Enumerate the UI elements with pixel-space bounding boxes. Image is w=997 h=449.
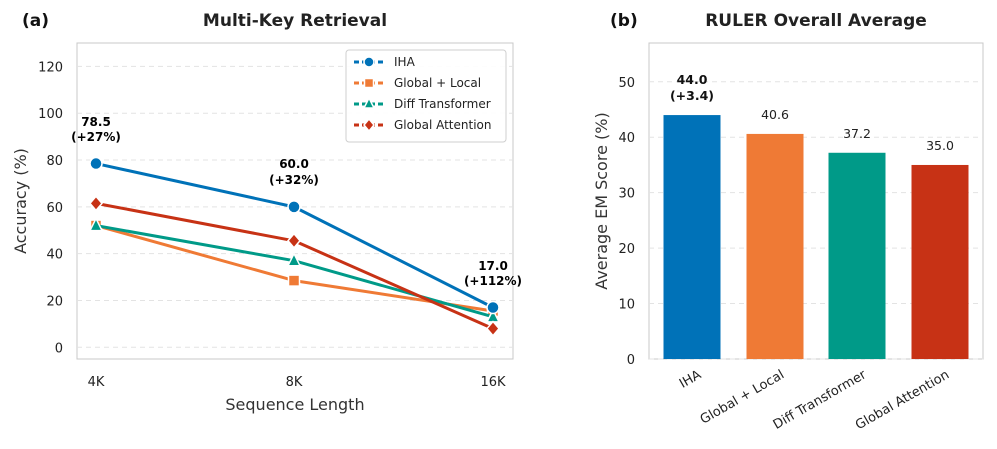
x-tick-label: Global Attention [853, 367, 952, 433]
y-tick-label: 80 [46, 154, 63, 169]
data-point [486, 300, 500, 315]
data-point [287, 232, 301, 249]
data-point [89, 156, 103, 171]
data-point [89, 195, 103, 212]
y-tick-label: 60 [46, 201, 63, 216]
bar [746, 133, 804, 359]
panel-label-b: (b) [610, 11, 638, 31]
y-tick-label: 40 [46, 248, 63, 263]
legend-box [345, 49, 507, 143]
x-tick-label: IHA [677, 367, 704, 391]
x-tick-label: 8K [286, 375, 303, 390]
data-point [287, 200, 301, 214]
y-tick-label: 100 [38, 107, 63, 122]
y-tick-label: 10 [618, 298, 635, 313]
bar-chart-bars [663, 115, 969, 359]
annotation-delta: (+112%) [464, 274, 522, 288]
bar-value-label: 37.2 [843, 126, 871, 141]
legend-marker [363, 56, 375, 68]
bar-chart-y-ticks: 0 10 20 30 40 50 [618, 76, 635, 368]
y-tick-label: 120 [38, 60, 63, 75]
data-point [287, 274, 301, 287]
data-point [286, 252, 302, 267]
panel-label-a: (a) [22, 11, 49, 31]
legend-marker [363, 117, 375, 133]
legend-label: Global + Local [394, 76, 481, 90]
bar-chart-title: RULER Overall Average [705, 11, 927, 31]
annotation-value: 78.5 [81, 115, 111, 129]
x-tick-label: 4K [88, 375, 105, 390]
legend-label: Diff Transformer [394, 97, 491, 111]
line-chart-title: Multi-Key Retrieval [203, 11, 387, 31]
line-chart-y-ticks: 0 20 40 60 80 100 120 [38, 60, 63, 356]
bar-value-label: 35.0 [926, 138, 954, 153]
y-tick-label: 40 [618, 131, 635, 146]
annotation-value: 60.0 [279, 157, 309, 171]
legend-label: IHA [394, 55, 416, 69]
line-chart-annotations: 78.5(+27%) 60.0 (+32%) 17.0(+112%) [71, 115, 522, 288]
y-tick-label: 20 [618, 242, 635, 257]
line-chart-legend: IHA Global + Local Diff Transformer Global … [345, 49, 507, 143]
bar [663, 115, 721, 359]
annotation-value: 17.0 [478, 259, 508, 273]
annotation-delta: (+27%) [71, 130, 121, 144]
annotation-delta: (+32%) [269, 173, 319, 187]
legend-label: Global Attention [394, 118, 491, 132]
y-tick-label: 50 [618, 76, 635, 91]
bar-chart-panel: (b) RULER Overall Average 0 10 20 30 40 50 44… [592, 11, 984, 433]
bar-chart-value-labels: 44.0(+3.4) 40.6 37.2 35.0 [670, 72, 954, 153]
bar [911, 164, 969, 359]
legend-marker [362, 96, 376, 109]
line-chart-panel: (a) Multi-Key Retrieval 020406080100120 … [11, 11, 522, 414]
legend-marker [363, 77, 375, 89]
bar-value-label: 40.6 [761, 107, 789, 122]
bar-chart-y-axis-label: Average EM Score (%) [592, 112, 611, 289]
line-chart-y-axis-label: Accuracy (%) [11, 148, 30, 254]
bar-value-label: 44.0 [677, 72, 708, 87]
bar-delta-label: (+3.4) [670, 88, 714, 103]
data-point [486, 320, 500, 337]
y-tick-label: 0 [55, 341, 63, 356]
line-chart-x-axis-label: Sequence Length [225, 395, 364, 414]
y-tick-label: 20 [46, 294, 63, 309]
y-tick-label: 0 [627, 353, 635, 368]
line-chart-x-ticks: 4K 8K 16K [88, 375, 506, 390]
data-point [88, 216, 104, 232]
line-chart-series [88, 156, 501, 337]
bar [828, 152, 886, 359]
y-tick-label: 30 [618, 187, 635, 202]
x-tick-label: 16K [480, 375, 506, 390]
